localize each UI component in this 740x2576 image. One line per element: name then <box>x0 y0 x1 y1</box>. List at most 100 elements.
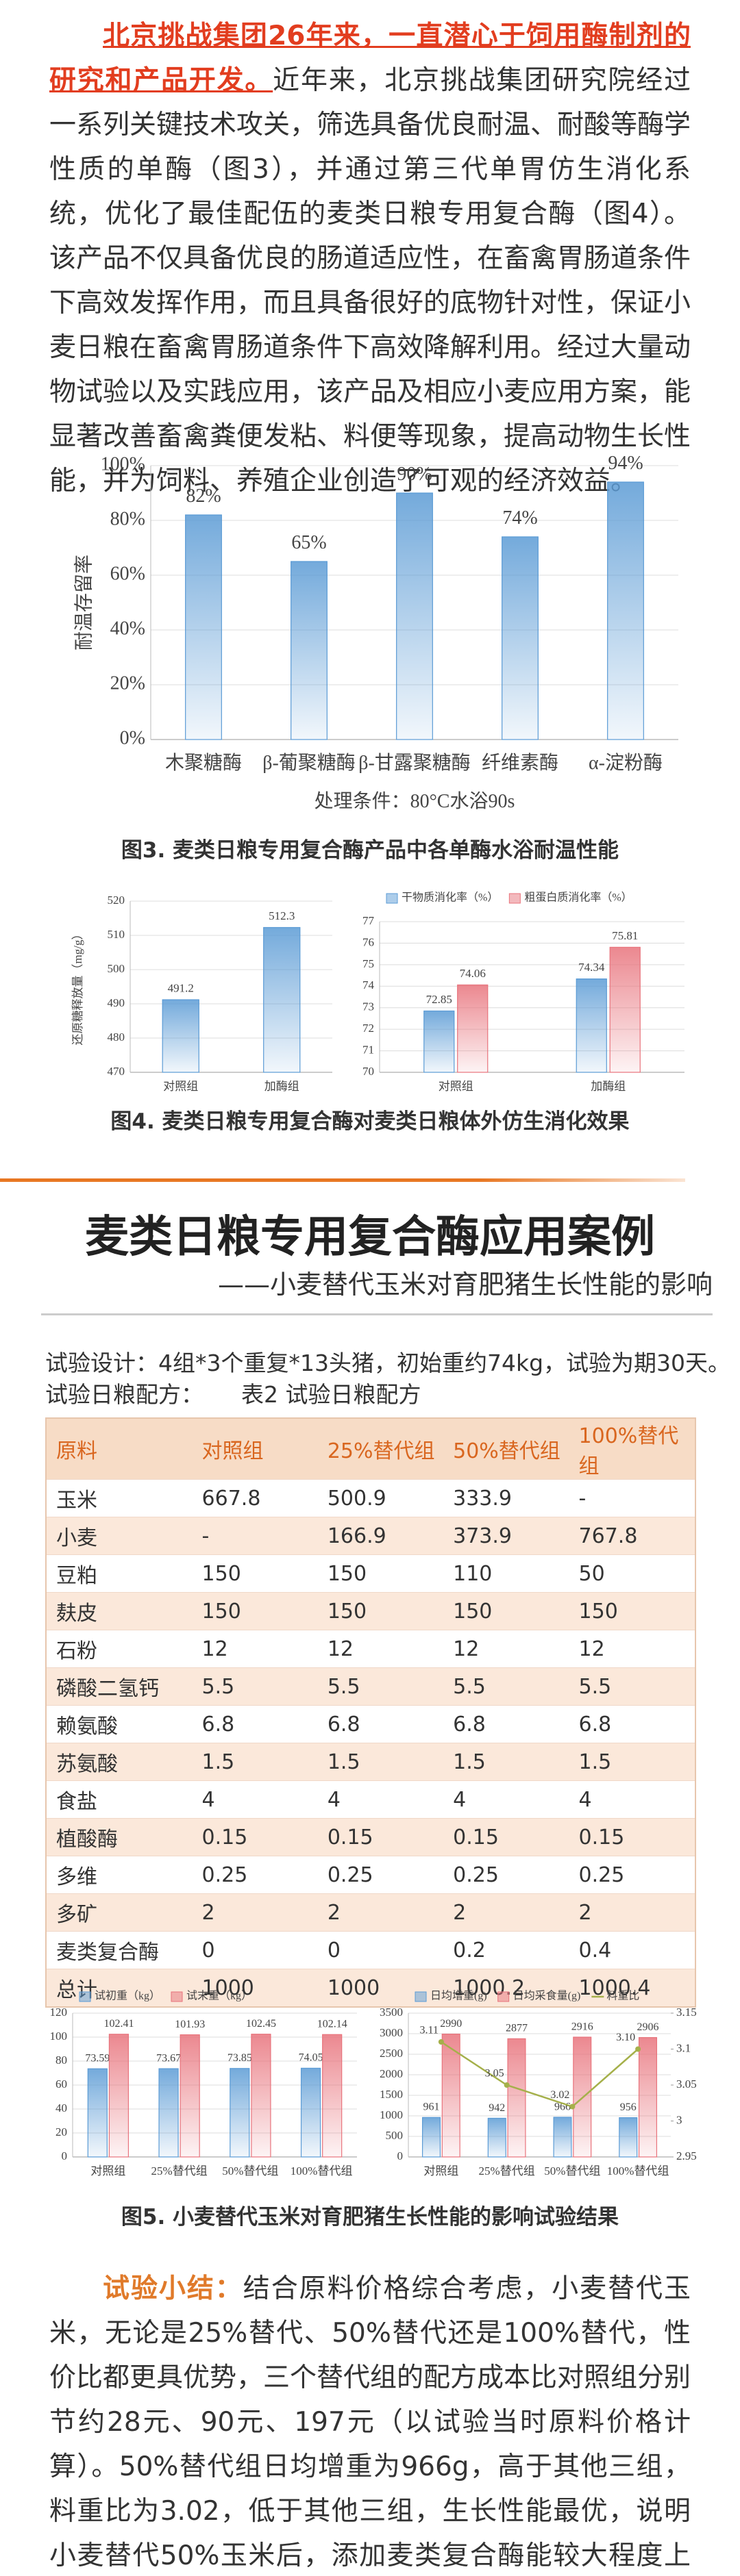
table-cell: 总计 <box>46 1969 193 2008</box>
table-cell: 150 <box>192 1554 318 1593</box>
y-tick-label: 2500 <box>380 2047 403 2060</box>
table-cell: 磷酸二氢钙 <box>46 1667 193 1706</box>
bar <box>87 2068 108 2158</box>
table-cell: 25%替代组 <box>317 1418 444 1480</box>
table-row: 麦类复合酶 0 0 0.2 0.4 <box>46 1931 695 1969</box>
x-tick-label: 对照组 <box>90 2164 125 2177</box>
chart: 70 71 72 73 74 75 76 77 对照组 加酶组 72.85 74.34 74.06 75.… <box>362 892 684 1093</box>
y-tick-label: 520 <box>108 894 125 907</box>
y-tick-label: 0% <box>120 727 145 748</box>
table-row: 总计 1000 1000 1000.2 1000.4 <box>46 1969 695 2008</box>
table-cell: 食盐 <box>46 1780 193 1819</box>
y-tick-label: 73 <box>362 1000 374 1013</box>
table-row: 玉米 667.8 500.9 333.9- <box>46 1479 695 1517</box>
y-tick-label: 3.1 <box>676 2041 691 2054</box>
x-tick-label: 加酶组 <box>264 1080 299 1093</box>
table-cell: 1.5 <box>443 1743 569 1781</box>
summary-label: 试验小结： <box>103 2273 243 2304</box>
value-label: 74.05 <box>299 2052 323 2064</box>
table-row: 多维 0.25 0.25 0.25 0.25 <box>46 1856 695 1894</box>
table-caption: 表2 试验日粮配方 <box>241 1381 421 1408</box>
chart: 470 480 490 500 510 520 对照组 加酶组 491.2 512.3 还原糖释放量… <box>71 894 332 1093</box>
bar <box>180 2034 200 2158</box>
y-tick-label: 77 <box>362 914 375 927</box>
y-tick-label: 20 <box>56 2125 67 2138</box>
value-label: 3.02 <box>550 2089 569 2101</box>
table-cell: 150 <box>192 1592 318 1630</box>
table-cell: 6.8 <box>317 1705 444 1743</box>
value-label: 3.10 <box>616 2032 635 2043</box>
value-label: 491.2 <box>168 982 194 995</box>
bar <box>638 2037 658 2158</box>
y-tick-label: 76 <box>362 935 374 948</box>
line-point <box>438 2039 444 2045</box>
y-tick-label: 3.15 <box>676 2006 697 2019</box>
table-cell: 150 <box>317 1592 444 1630</box>
table-cell: 150 <box>443 1592 569 1630</box>
y-tick-label: 71 <box>362 1043 374 1056</box>
section-subtitle: ——小麦替代玉米对育肥猪生长性能的影响 <box>217 1270 713 1300</box>
bar <box>158 2068 179 2158</box>
figure-caption: 图3. 麦类日粮专用复合酶产品中各单酶水浴耐温性能 <box>121 838 619 863</box>
bar <box>502 536 539 740</box>
y-tick-label: 40 <box>56 2101 67 2114</box>
y-tick-label: 0 <box>397 2149 404 2162</box>
line-point <box>635 2046 641 2052</box>
table-cell: 2 <box>443 1893 569 1932</box>
y-tick-label: 2000 <box>380 2067 403 2080</box>
value-label: 2990 <box>440 2018 462 2030</box>
legend-label: 试初重（kg） <box>95 1990 160 2002</box>
value-label: 102.45 <box>246 2018 276 2030</box>
x-tick-label: 50%替代组 <box>222 2164 278 2177</box>
value-label: 942 <box>489 2102 505 2114</box>
table-cell: 12 <box>317 1630 444 1668</box>
legend-swatch <box>508 893 521 904</box>
value-label: 94% <box>608 453 643 474</box>
table-cell: 2 <box>317 1893 444 1932</box>
formula-label: 试验日粮配方： <box>45 1381 204 1408</box>
y-tick-label: 74 <box>362 978 375 992</box>
x-tick-label: 25%替代组 <box>151 2164 208 2177</box>
intro: 北京挑战集团26年来，一直潜心于饲用酶制剂的研究和产品开发。近年来，北京挑战集团… <box>49 14 691 503</box>
table-cell: 150 <box>317 1554 444 1593</box>
table-cell: 0.2 <box>443 1931 569 1969</box>
y-tick-label: 100 <box>50 2030 68 2043</box>
table-cell: 植酸酶 <box>46 1818 193 1856</box>
value-label: 956 <box>620 2101 637 2113</box>
y-tick-label: 75 <box>362 957 374 970</box>
table-cell: 石粉 <box>46 1630 193 1668</box>
x-tick-label: 加酶组 <box>591 1080 626 1093</box>
legend-swatch <box>386 893 398 904</box>
chart-note: 处理条件：80°C水浴90s <box>314 790 515 812</box>
section-title: 麦类日粮专用复合酶应用案例 <box>85 1212 655 1263</box>
table-cell: 苏氨酸 <box>46 1743 193 1781</box>
y-tick-label: 80 <box>56 2054 67 2067</box>
table-row: 植酸酶 0.15 0.15 0.15 0.15 <box>46 1818 695 1856</box>
legend-label: 日均增重(g) <box>430 1990 487 2002</box>
bar <box>230 2068 250 2158</box>
table-cell: 6.8 <box>443 1705 569 1743</box>
table-cell: 0.25 <box>443 1856 569 1894</box>
y-tick-label: 60% <box>110 563 145 584</box>
legend-label: 日均采食量(g) <box>513 1990 581 2002</box>
x-tick-label: α-淀粉酶 <box>589 752 663 774</box>
x-tick-label: β-葡聚糖酶 <box>262 752 356 774</box>
table-cell: 5.5 <box>443 1667 569 1706</box>
bar <box>423 1010 455 1073</box>
table-cell: 5.5 <box>317 1667 444 1706</box>
y-tick-label: 510 <box>108 928 125 941</box>
chart: 0% 20% 40% 60% 80% 100% 木聚糖酶 β-葡聚糖酶 β-甘露聚糖酶 纤维素酶 α… <box>73 453 678 812</box>
table-cell: 0 <box>192 1931 318 1969</box>
y-tick-label: 100% <box>101 453 145 475</box>
table-cell: 4 <box>443 1780 569 1819</box>
table-cell: 0.15 <box>192 1818 318 1856</box>
x-tick-label: 纤维素酶 <box>482 752 558 774</box>
x-tick-label: 50%替代组 <box>544 2164 600 2177</box>
value-label: 961 <box>423 2101 440 2113</box>
table-cell: 0.15 <box>443 1818 569 1856</box>
bar <box>162 999 199 1073</box>
table: 原料 对照组 25%替代组 50%替代组 100%替代组 玉米 667.8 500.9 333.… <box>45 1417 696 2008</box>
legend-swatch <box>415 1991 427 2002</box>
y-tick-label: 2.95 <box>676 2149 697 2162</box>
table-cell: 麸皮 <box>46 1592 193 1630</box>
